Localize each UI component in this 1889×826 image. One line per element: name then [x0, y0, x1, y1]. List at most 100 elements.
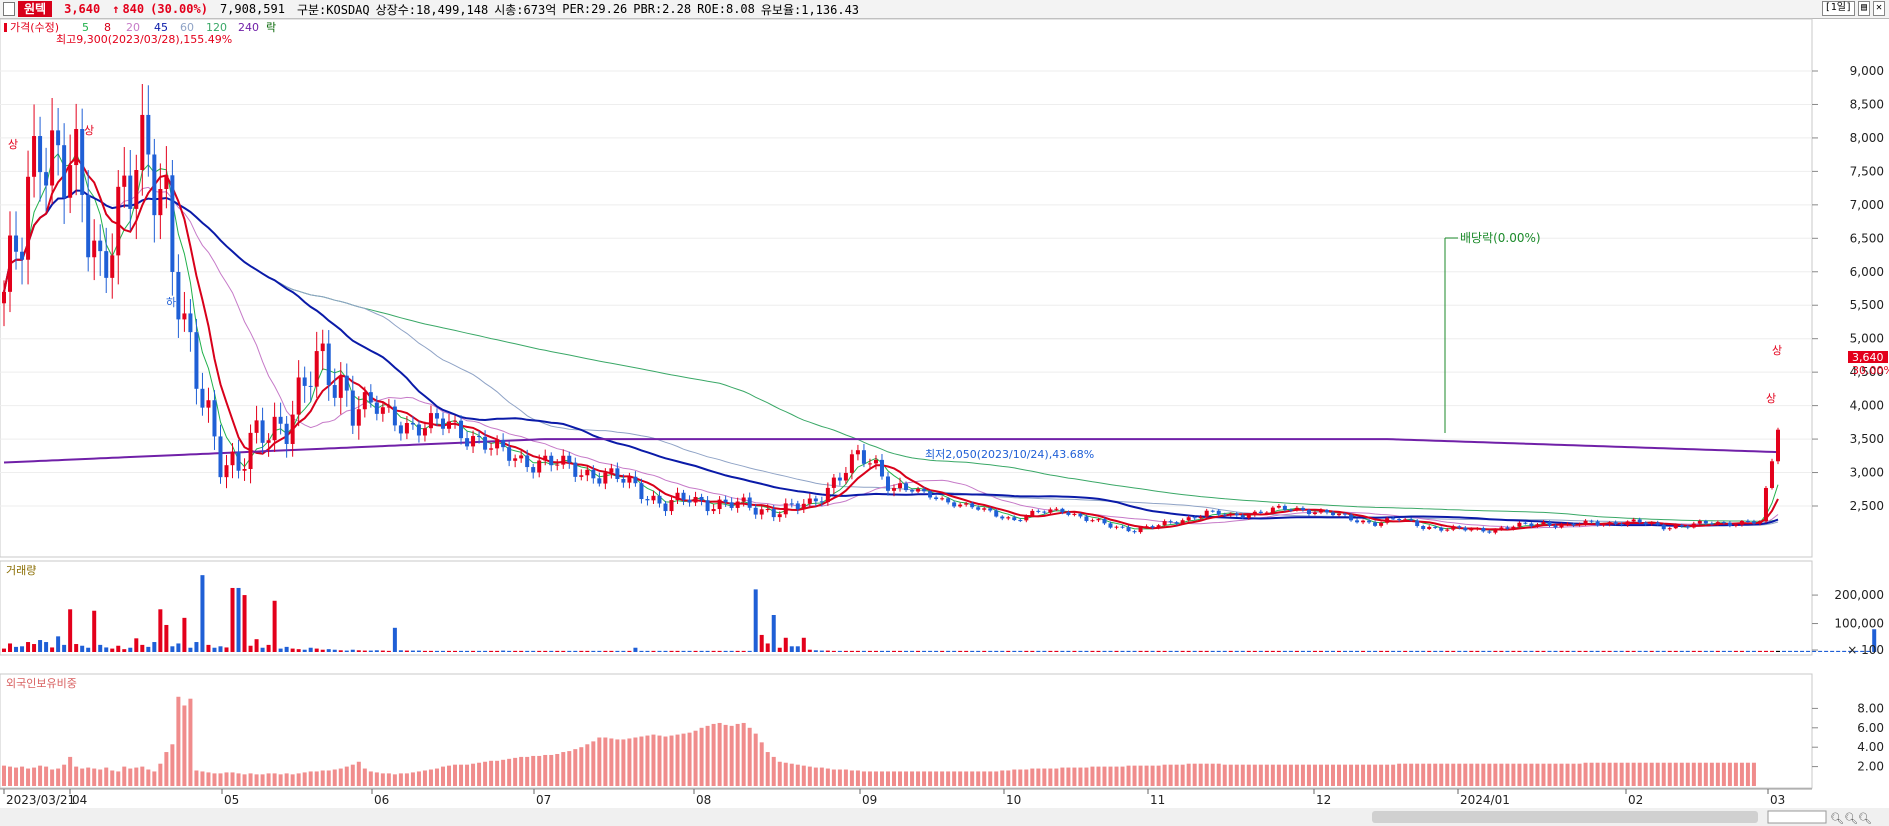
foreign-bar — [543, 754, 548, 786]
foreign-bar — [1721, 762, 1726, 786]
candle-body — [741, 497, 746, 502]
foreign-bar — [1643, 762, 1648, 786]
foreign-bar — [555, 753, 560, 786]
candle-body — [1204, 510, 1209, 517]
foreign-bar — [561, 752, 566, 786]
foreign-bar — [260, 774, 265, 786]
zoom-slider[interactable] — [1767, 810, 1827, 824]
foreign-bar — [1481, 763, 1486, 786]
candle-body — [260, 420, 265, 443]
candle-body — [928, 491, 933, 498]
candle-body — [1264, 512, 1269, 514]
candle-body — [1192, 517, 1197, 519]
candle-body — [1691, 523, 1696, 528]
volume-bar — [1595, 650, 1600, 652]
foreign-bar — [1084, 767, 1089, 786]
volume-bar — [290, 648, 295, 652]
volume-bar — [687, 650, 692, 652]
volume-bar — [1625, 650, 1630, 652]
foreign-bar — [1198, 763, 1203, 786]
candle-body — [1757, 521, 1762, 524]
window-icon[interactable] — [3, 2, 15, 16]
candle-body — [248, 432, 253, 469]
foreign-bar — [1282, 764, 1287, 786]
period-selector[interactable]: [1일] — [1821, 1, 1855, 16]
candle-body — [1505, 527, 1510, 529]
close-icon[interactable]: ✕ — [1872, 1, 1885, 16]
volume-bar — [1439, 650, 1444, 652]
foreign-bar — [849, 770, 854, 786]
volume-bar — [1800, 650, 1805, 652]
price-tick-label: 5,500 — [1850, 298, 1884, 312]
volume-bar — [152, 642, 157, 652]
foreign-bar — [1685, 762, 1690, 786]
volume-bar — [338, 650, 343, 652]
candle-body — [302, 377, 307, 386]
candle-body — [537, 460, 542, 473]
foreign-bar — [200, 771, 205, 786]
price-tick-label: 4,500 — [1850, 365, 1884, 379]
volume-bar — [711, 650, 716, 652]
volume-pane[interactable] — [0, 560, 1813, 656]
volume-bar — [1854, 650, 1859, 652]
candle-body — [356, 409, 361, 426]
foreign-bar — [711, 723, 716, 786]
foreign-bar — [1216, 763, 1221, 786]
volume-bar — [1535, 650, 1540, 652]
candle-body — [1637, 519, 1642, 523]
candle-body — [651, 495, 656, 501]
volume-bar — [495, 650, 500, 652]
high-annotation: 최고9,300(2023/03/28),155.49% — [56, 33, 232, 46]
candle-body — [362, 392, 367, 410]
volume-bar — [1571, 650, 1576, 652]
candle-body — [1024, 515, 1029, 521]
candle-body — [1349, 514, 1354, 521]
x-tick-label: 12 — [1316, 793, 1331, 807]
volume-bar — [350, 649, 355, 652]
foreign-bar — [1553, 763, 1558, 786]
foreign-bar — [1258, 764, 1263, 786]
candle-body — [1547, 521, 1552, 526]
foreign-bar — [879, 771, 884, 786]
candle-body — [278, 416, 283, 424]
foreign-bar — [1168, 764, 1173, 786]
volume-bar — [1054, 650, 1059, 652]
price-pane[interactable] — [0, 18, 1813, 558]
volume-bar — [952, 650, 957, 652]
volume-bar — [771, 615, 776, 652]
market-type: 구분:KOSDAQ — [296, 2, 370, 17]
volume-bar — [1607, 650, 1612, 652]
volume-bar — [567, 650, 572, 652]
foreign-bar — [447, 765, 452, 786]
price-tick-label: 6,000 — [1850, 265, 1884, 279]
candle-body — [1198, 516, 1203, 519]
zoom-icons[interactable]: 🔍︎🔍︎🔍︎ — [1830, 812, 1872, 825]
stock-name[interactable]: 원텍 — [18, 1, 53, 17]
candle-body — [1312, 512, 1317, 515]
foreign-pane[interactable] — [0, 673, 1813, 789]
candle-body — [1324, 510, 1329, 513]
volume-bar — [122, 649, 127, 652]
foreign-bar — [1595, 762, 1600, 786]
foreign-bar — [410, 772, 415, 786]
volume-bar — [705, 650, 710, 652]
candle-body — [236, 451, 241, 471]
candle-body — [994, 510, 999, 517]
foreign-bar — [1018, 769, 1023, 786]
foreign-bar — [398, 773, 403, 786]
menu-icon[interactable]: ▤ — [1857, 1, 1870, 16]
volume-bar — [603, 650, 608, 652]
candle-body — [1090, 520, 1095, 522]
candle-body — [777, 514, 782, 518]
foreign-bar — [1547, 763, 1552, 786]
volume-bar — [314, 648, 319, 652]
foreign-bar — [326, 770, 331, 786]
scrollbar-thumb[interactable] — [1372, 811, 1758, 823]
candle-body — [531, 467, 536, 473]
candle-body — [1162, 521, 1167, 526]
candle-body — [194, 332, 199, 389]
candle-body — [1084, 516, 1089, 521]
candle-body — [38, 136, 43, 173]
foreign-bar — [110, 770, 115, 786]
